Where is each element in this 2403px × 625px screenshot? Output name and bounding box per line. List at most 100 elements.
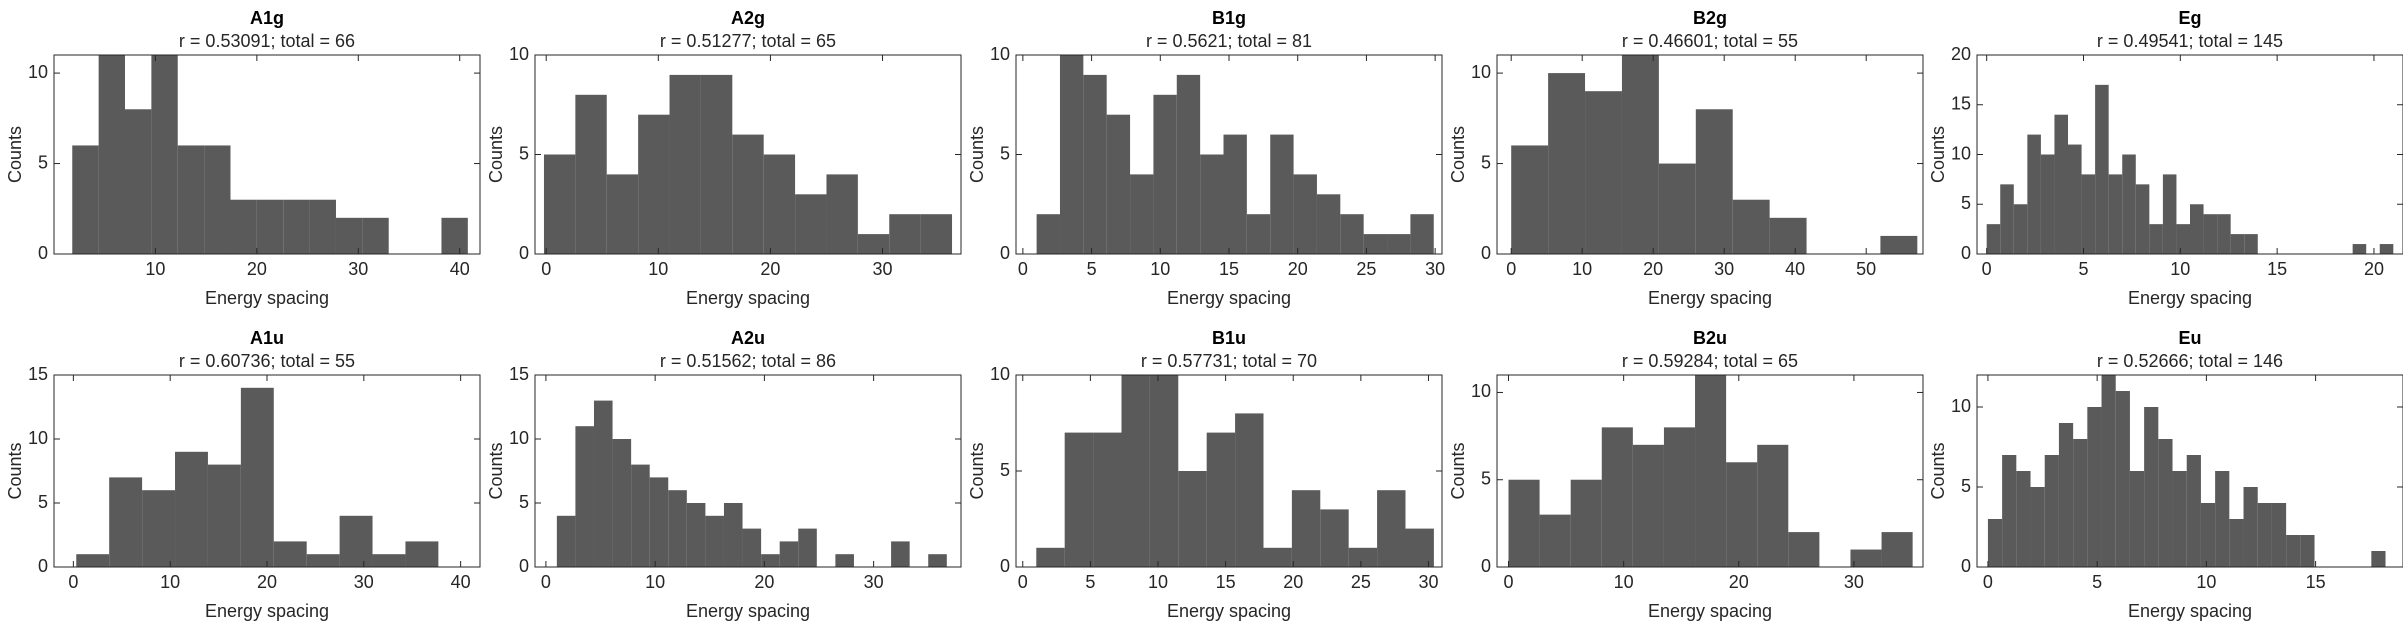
bar <box>1508 479 1540 567</box>
chart-subtitle: r = 0.59284; total = 65 <box>1622 351 1798 371</box>
bar <box>631 464 650 567</box>
y-tick-label: 10 <box>990 364 1010 384</box>
bar <box>1621 55 1659 254</box>
bar <box>2030 487 2045 567</box>
bar <box>1757 444 1789 567</box>
x-tick-label: 20 <box>1643 259 1663 279</box>
x-tick-label: 0 <box>541 259 551 279</box>
y-tick-label: 0 <box>38 556 48 576</box>
x-tick-label: 30 <box>354 572 374 592</box>
x-tick-label: 25 <box>1351 572 1371 592</box>
bar <box>889 214 921 254</box>
x-tick-label: 0 <box>1982 259 1992 279</box>
y-tick-label: 5 <box>1961 193 1971 213</box>
x-tick-label: 0 <box>1983 572 1993 592</box>
y-tick-label: 10 <box>509 44 529 64</box>
bar <box>1726 462 1758 567</box>
chart-subtitle: r = 0.49541; total = 145 <box>2097 31 2283 51</box>
x-tick-label: 5 <box>1085 572 1095 592</box>
bar <box>109 477 143 567</box>
bar <box>2108 174 2123 254</box>
y-tick-label: 0 <box>1000 556 1010 576</box>
bar <box>835 554 854 567</box>
x-tick-label: 20 <box>257 572 277 592</box>
bar <box>1405 528 1434 567</box>
bar <box>1377 490 1406 567</box>
y-tick-label: 0 <box>38 243 48 263</box>
bar <box>920 214 953 254</box>
chart-subtitle: r = 0.51277; total = 65 <box>660 31 836 51</box>
y-axis-label: Counts <box>1928 126 1948 183</box>
bar <box>273 541 307 567</box>
bar <box>2027 134 2041 254</box>
bar <box>779 541 799 567</box>
y-tick-label: 0 <box>1481 243 1491 263</box>
y-tick-label: 15 <box>28 364 48 384</box>
bar <box>1769 217 1807 254</box>
bar <box>2371 551 2386 567</box>
bar <box>1153 94 1177 254</box>
bar <box>1695 375 1727 567</box>
y-tick-label: 0 <box>519 556 529 576</box>
bar <box>2081 174 2096 254</box>
bar <box>686 503 706 567</box>
bar <box>175 451 208 567</box>
bar <box>230 199 257 254</box>
bar <box>339 515 373 567</box>
bar <box>1270 134 1294 254</box>
x-tick-label: 10 <box>145 259 165 279</box>
bar <box>649 477 669 567</box>
x-tick-label: 30 <box>1425 259 1445 279</box>
bar <box>1632 444 1664 567</box>
bar <box>826 174 858 254</box>
x-tick-label: 10 <box>1150 259 1170 279</box>
bar <box>612 439 632 567</box>
x-axis-label: Energy spacing <box>686 288 810 308</box>
x-tick-label: 5 <box>2092 572 2102 592</box>
bar <box>798 528 817 567</box>
bar <box>1130 174 1154 254</box>
y-tick-label: 5 <box>38 492 48 512</box>
bar <box>1178 471 1207 567</box>
x-tick-label: 15 <box>2267 259 2287 279</box>
chart-title: B1g <box>1212 8 1246 28</box>
bar <box>1850 549 1882 567</box>
axes-box <box>1976 374 2403 568</box>
x-tick-label: 30 <box>1418 572 1438 592</box>
x-tick-label: 40 <box>451 572 471 592</box>
chart-title: A2u <box>731 328 765 348</box>
chart-subtitle: r = 0.5621; total = 81 <box>1146 31 1312 51</box>
bar <box>76 554 110 567</box>
bar <box>204 145 231 254</box>
bar <box>2229 519 2244 567</box>
bar <box>2068 144 2082 254</box>
bar <box>1410 214 1434 254</box>
bar <box>1206 432 1236 567</box>
bar <box>857 234 890 254</box>
bar <box>1585 91 1622 254</box>
x-axis-label: Energy spacing <box>205 601 329 621</box>
bar <box>2243 487 2258 567</box>
bar <box>891 541 910 567</box>
x-tick-label: 40 <box>450 259 470 279</box>
x-tick-label: 15 <box>1216 572 1236 592</box>
x-tick-label: 0 <box>1018 259 1028 279</box>
x-tick-label: 0 <box>1504 572 1514 592</box>
x-tick-label: 30 <box>1714 259 1734 279</box>
x-axis-label: Energy spacing <box>1648 601 1772 621</box>
bar <box>2101 375 2116 567</box>
y-axis-label: Counts <box>967 126 987 183</box>
y-tick-label: 20 <box>1951 44 1971 64</box>
bar <box>125 109 152 254</box>
bar <box>2172 471 2187 567</box>
bar <box>1200 154 1224 254</box>
y-tick-label: 0 <box>1961 243 1971 263</box>
y-tick-label: 10 <box>1951 396 1971 416</box>
x-tick-label: 30 <box>1844 572 1864 592</box>
bar <box>2149 224 2163 254</box>
y-tick-label: 5 <box>38 152 48 172</box>
x-tick-label: 20 <box>1288 259 1308 279</box>
bar <box>2115 391 2130 567</box>
bar <box>593 400 613 567</box>
chart-subtitle: r = 0.51562; total = 86 <box>660 351 836 371</box>
